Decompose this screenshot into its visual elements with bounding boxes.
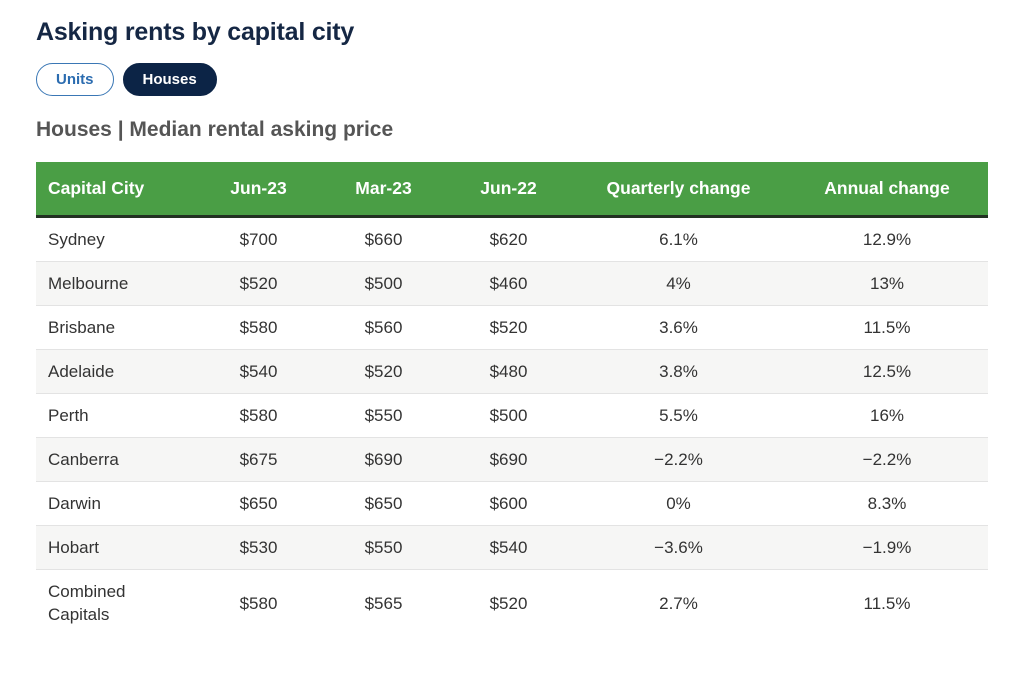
value-cell: $520 — [196, 261, 321, 306]
value-cell: $480 — [446, 349, 571, 394]
table-row: Brisbane $580 $560 $520 3.6% 11.5% — [36, 305, 988, 350]
table-row: Adelaide $540 $520 $480 3.8% 12.5% — [36, 349, 988, 394]
value-cell: $600 — [446, 481, 571, 526]
value-cell: $540 — [196, 349, 321, 394]
page-title: Asking rents by capital city — [36, 18, 355, 46]
value-cell: $580 — [196, 305, 321, 350]
city-cell: Adelaide — [36, 349, 196, 394]
table-row: Darwin $650 $650 $600 0% 8.3% — [36, 481, 988, 526]
value-cell: −2.2% — [786, 437, 988, 482]
value-cell: 11.5% — [786, 569, 988, 636]
tab-houses[interactable]: Houses — [122, 63, 217, 96]
value-cell: −1.9% — [786, 525, 988, 570]
value-cell: $650 — [196, 481, 321, 526]
rent-table: Capital City Jun-23 Mar-23 Jun-22 Quarterly … — [36, 162, 988, 636]
value-cell: $565 — [321, 569, 446, 636]
column-header: Capital City — [36, 162, 196, 218]
value-cell: 11.5% — [786, 305, 988, 350]
value-cell: $650 — [321, 481, 446, 526]
value-cell: 6.1% — [571, 216, 786, 262]
table-row: Perth $580 $550 $500 5.5% 16% — [36, 393, 988, 438]
column-header: Annual change — [786, 162, 988, 218]
value-cell: $520 — [321, 349, 446, 394]
value-cell: −3.6% — [571, 525, 786, 570]
value-cell: $540 — [446, 525, 571, 570]
city-cell: Combined Capitals — [36, 569, 196, 636]
value-cell: $550 — [321, 393, 446, 438]
city-cell: Darwin — [36, 481, 196, 526]
table-header-row: Capital City Jun-23 Mar-23 Jun-22 Quarterly … — [36, 162, 988, 218]
column-header: Jun-22 — [446, 162, 571, 218]
value-cell: 4% — [571, 261, 786, 306]
tab-units[interactable]: Units — [36, 63, 114, 96]
value-cell: $700 — [196, 216, 321, 262]
value-cell: $580 — [196, 393, 321, 438]
table-row: Melbourne $520 $500 $460 4% 13% — [36, 261, 988, 306]
value-cell: 5.5% — [571, 393, 786, 438]
value-cell: $560 — [321, 305, 446, 350]
value-cell: 16% — [786, 393, 988, 438]
value-cell: 13% — [786, 261, 988, 306]
table-row: Hobart $530 $550 $540 −3.6% −1.9% — [36, 525, 988, 570]
value-cell: $675 — [196, 437, 321, 482]
value-cell: $520 — [446, 305, 571, 350]
value-cell: 12.9% — [786, 216, 988, 262]
value-cell: 0% — [571, 481, 786, 526]
value-cell: 8.3% — [786, 481, 988, 526]
value-cell: $460 — [446, 261, 571, 306]
value-cell: $520 — [446, 569, 571, 636]
value-cell: $620 — [446, 216, 571, 262]
value-cell: 3.6% — [571, 305, 786, 350]
table-subtitle: Houses | Median rental asking price — [36, 118, 394, 141]
column-header: Quarterly change — [571, 162, 786, 218]
city-cell: Brisbane — [36, 305, 196, 350]
table-row: Sydney $700 $660 $620 6.1% 12.9% — [36, 216, 988, 262]
value-cell: $500 — [446, 393, 571, 438]
city-cell: Hobart — [36, 525, 196, 570]
value-cell: $500 — [321, 261, 446, 306]
column-header: Mar-23 — [321, 162, 446, 218]
value-cell: 12.5% — [786, 349, 988, 394]
city-cell: Perth — [36, 393, 196, 438]
value-cell: 2.7% — [571, 569, 786, 636]
table-row: Canberra $675 $690 $690 −2.2% −2.2% — [36, 437, 988, 482]
city-cell: Canberra — [36, 437, 196, 482]
value-cell: $550 — [321, 525, 446, 570]
city-cell: Melbourne — [36, 261, 196, 306]
value-cell: $660 — [321, 216, 446, 262]
table-row: Combined Capitals $580 $565 $520 2.7% 11.5% — [36, 569, 988, 636]
column-header: Jun-23 — [196, 162, 321, 218]
value-cell: 3.8% — [571, 349, 786, 394]
value-cell: $690 — [446, 437, 571, 482]
value-cell: $690 — [321, 437, 446, 482]
value-cell: $530 — [196, 525, 321, 570]
value-cell: $580 — [196, 569, 321, 636]
value-cell: −2.2% — [571, 437, 786, 482]
city-cell: Sydney — [36, 216, 196, 262]
tab-group: Units Houses — [36, 63, 988, 96]
